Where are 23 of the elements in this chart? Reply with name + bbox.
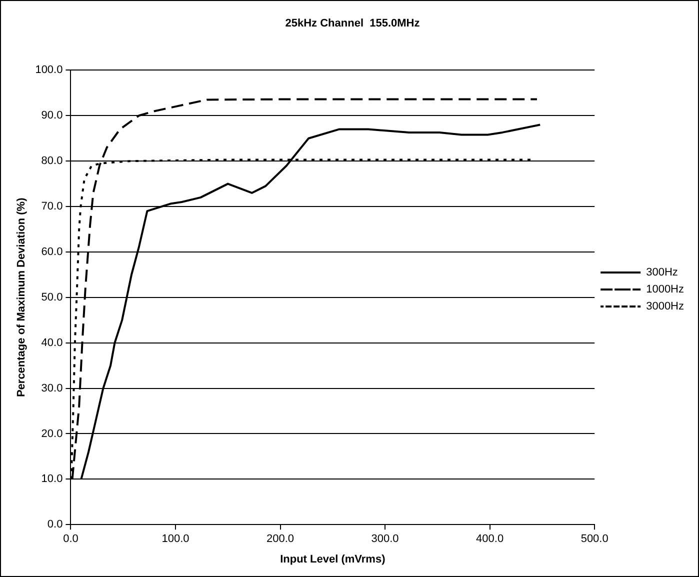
x-tick-label: 300.0 [371, 533, 399, 546]
y-axis-title: Percentage of Maximum Deviation (%) [16, 197, 28, 398]
y-tick-label: 10.0 [41, 473, 63, 486]
y-tick-label: 80.0 [41, 155, 63, 168]
y-tick-label: 40.0 [41, 336, 63, 349]
y-tick-label: 60.0 [41, 246, 63, 258]
x-tick-label: 100.0 [162, 533, 190, 546]
legend-label: 300Hz [646, 266, 678, 279]
legend-label: 3000Hz [646, 300, 684, 313]
chart-title: 25kHz Channel 155.0MHz [285, 18, 420, 30]
y-tick-label: 50.0 [41, 291, 63, 304]
y-tick-label: 0.0 [47, 518, 63, 531]
legend-label: 1000Hz [646, 284, 684, 296]
x-tick-label: 200.0 [266, 533, 294, 546]
y-tick-label: 70.0 [41, 200, 63, 213]
y-tick-label: 30.0 [41, 382, 63, 394]
x-tick-label: 0.0 [63, 533, 78, 546]
x-tick-label: 500.0 [580, 533, 608, 546]
x-axis-title: Input Level (mVrms) [280, 553, 386, 566]
y-tick-label: 100.0 [35, 64, 63, 76]
x-tick-label: 400.0 [476, 533, 504, 546]
y-tick-label: 90.0 [41, 110, 63, 122]
y-tick-label: 20.0 [41, 428, 63, 440]
